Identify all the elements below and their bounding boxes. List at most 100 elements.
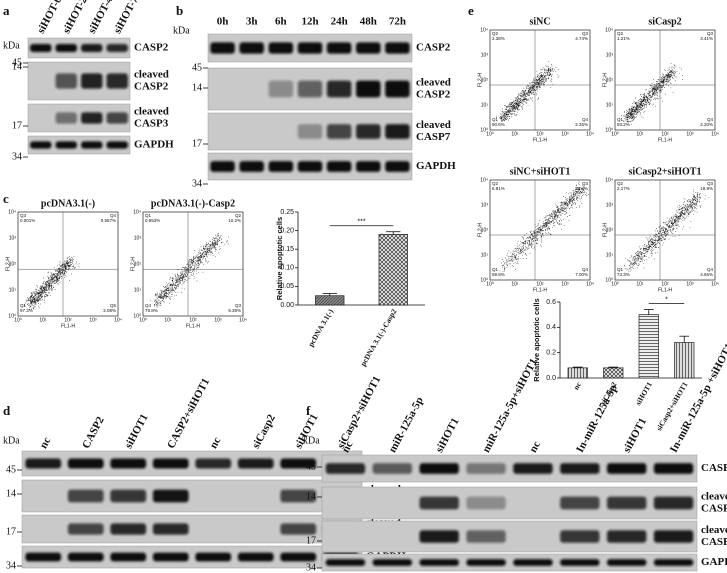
scatter-dots [23, 256, 80, 310]
y-tick-label: 10³ [606, 202, 614, 208]
row-label: CASP2 [701, 503, 727, 515]
row-label: CASP3 [134, 118, 169, 130]
band [607, 530, 647, 543]
band [55, 112, 77, 124]
x-tick-label: 10⁰ [611, 281, 619, 287]
band [25, 458, 62, 469]
error-bar [386, 231, 401, 235]
kda-label: kDa [173, 25, 190, 36]
mw-marker: 14 [192, 82, 202, 93]
band [372, 463, 412, 474]
band [239, 161, 264, 172]
quadrant-name: Q1 [145, 213, 152, 218]
band [653, 496, 694, 510]
row-label: CASP2 [134, 81, 169, 93]
band [81, 112, 103, 124]
y-tick-label: 0.4 [546, 324, 556, 331]
band [297, 80, 323, 98]
quadrant-percent: 26.4% [575, 186, 588, 191]
x-tick-label: 10¹ [636, 281, 644, 287]
panel-letter: a [3, 3, 10, 18]
plot-title: siNC [529, 16, 550, 27]
band [385, 161, 410, 172]
band [653, 559, 694, 566]
band [268, 161, 294, 172]
band [466, 496, 506, 510]
band [239, 42, 264, 54]
row-label: CASP2 [134, 42, 169, 54]
panel-letter: e [468, 3, 474, 18]
band [210, 42, 235, 54]
lane-label: CASP2 [80, 414, 107, 450]
y-tick-label: 10⁴ [480, 27, 488, 33]
plot-title: siCasp2+siHOT1 [629, 166, 702, 177]
bar [378, 233, 408, 306]
x-tick-label: 10³ [686, 281, 694, 287]
y-tick-label: 10¹ [481, 102, 489, 108]
quadrant-name: Q5 [110, 303, 117, 308]
y-tick-label: 0.0 [546, 375, 556, 382]
kda-label: kDa [303, 435, 320, 446]
panel-letter: b [176, 3, 183, 18]
band [607, 496, 647, 510]
band [81, 44, 103, 52]
band [356, 42, 381, 54]
lane-label: nc [208, 435, 224, 450]
x-tick-label: 10⁰ [139, 317, 147, 323]
y-tick-label: 0.20 [280, 227, 294, 234]
band [106, 44, 128, 52]
band [195, 552, 232, 562]
quadrant-name: Q2 [235, 213, 242, 218]
band [67, 552, 104, 562]
y-axis-label: Relative apoptotic cells [532, 298, 541, 381]
y-tick-label: 10¹ [9, 287, 17, 293]
band [25, 552, 62, 562]
mw-marker: 17 [12, 120, 22, 131]
row-label: cleaved [701, 491, 727, 503]
y-tick-label: 10³ [9, 235, 17, 241]
panel-letter: d [3, 403, 11, 418]
y-tick-label: 0.05 [280, 283, 294, 290]
y-tick-label: 10¹ [606, 252, 614, 258]
x-tick-label: 10² [64, 317, 72, 323]
band [106, 141, 128, 149]
quadrant-percent: 4.65% [700, 272, 713, 277]
mw-marker: 17 [192, 138, 202, 149]
bar [567, 367, 588, 379]
plot-title: pcDNA3.1(-) [41, 198, 95, 209]
bar [674, 342, 695, 379]
quadrant-name: Q2 [492, 181, 499, 186]
x-tick-label: 10³ [561, 281, 569, 287]
x-axis-label: FL1-H [533, 287, 547, 293]
bar [315, 295, 345, 306]
band [55, 73, 77, 89]
plot-title: siCasp2 [648, 16, 681, 27]
band [280, 458, 317, 469]
quadrant-percent: 18.9% [700, 186, 713, 191]
band [152, 489, 189, 503]
band [326, 80, 352, 98]
band [466, 559, 506, 566]
row-label: cleaved [134, 106, 169, 118]
quadrant-percent: 1.21% [617, 36, 630, 41]
lane-label: siCasp2+siHOT1 [335, 374, 383, 450]
y-tick-label: 10⁰ [605, 277, 613, 283]
band [385, 42, 410, 54]
lane-label: 6h [275, 16, 287, 28]
band [325, 463, 366, 474]
band [356, 124, 381, 139]
quadrant-name: Q4 [707, 117, 714, 122]
mw-marker: 14 [12, 61, 22, 72]
lane-label: siHOT1 [433, 416, 461, 455]
band [419, 463, 459, 474]
quadrant-name: Q4 [582, 117, 589, 122]
quadrant-name: Q4 [110, 213, 117, 218]
y-tick-label: 10⁴ [605, 177, 613, 183]
x-tick-label: 10⁴ [586, 281, 594, 287]
mw-marker: 14 [306, 491, 316, 502]
quadrant-percent: 90.6% [492, 122, 505, 127]
band [110, 489, 147, 503]
y-axis-label: FL2-H [5, 257, 11, 271]
